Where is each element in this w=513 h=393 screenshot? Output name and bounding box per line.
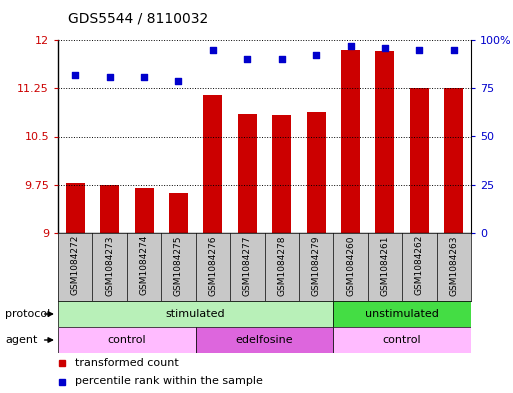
Text: GSM1084261: GSM1084261: [381, 235, 389, 296]
Text: GSM1084276: GSM1084276: [208, 235, 218, 296]
Text: GSM1084272: GSM1084272: [71, 235, 80, 296]
Bar: [134, 188, 153, 233]
Bar: [376, 51, 394, 233]
Point: [106, 73, 114, 80]
Bar: [58, 327, 195, 353]
Point: [71, 72, 80, 78]
Point: [312, 52, 320, 59]
Bar: [195, 327, 333, 353]
Text: protocol: protocol: [5, 309, 50, 319]
Text: percentile rank within the sample: percentile rank within the sample: [74, 376, 262, 386]
Point: [278, 56, 286, 62]
Text: GSM1084262: GSM1084262: [415, 235, 424, 296]
Text: control: control: [383, 335, 422, 345]
Point: [243, 56, 251, 62]
Bar: [238, 114, 256, 233]
Bar: [169, 193, 188, 233]
Bar: [58, 301, 333, 327]
Text: GSM1084273: GSM1084273: [105, 235, 114, 296]
Text: GDS5544 / 8110032: GDS5544 / 8110032: [68, 11, 208, 25]
Point: [346, 43, 354, 49]
Point: [450, 46, 458, 53]
Text: unstimulated: unstimulated: [365, 309, 439, 319]
Bar: [410, 88, 429, 233]
Text: edelfosine: edelfosine: [235, 335, 293, 345]
Bar: [333, 301, 471, 327]
Text: GSM1084279: GSM1084279: [311, 235, 321, 296]
Bar: [66, 183, 85, 233]
Text: GSM1084277: GSM1084277: [243, 235, 252, 296]
Text: agent: agent: [5, 335, 37, 345]
Bar: [272, 115, 291, 233]
Text: GSM1084263: GSM1084263: [449, 235, 458, 296]
Text: GSM1084260: GSM1084260: [346, 235, 355, 296]
Text: transformed count: transformed count: [74, 358, 179, 367]
Text: GSM1084274: GSM1084274: [140, 235, 149, 296]
Bar: [341, 50, 360, 233]
Text: GSM1084278: GSM1084278: [277, 235, 286, 296]
Point: [209, 46, 217, 53]
Text: control: control: [108, 335, 146, 345]
Text: GSM1084275: GSM1084275: [174, 235, 183, 296]
Bar: [100, 185, 119, 233]
Bar: [307, 112, 326, 233]
Text: stimulated: stimulated: [166, 309, 226, 319]
Point: [140, 73, 148, 80]
Bar: [444, 88, 463, 233]
Bar: [204, 95, 222, 233]
Point: [415, 46, 423, 53]
Point: [381, 44, 389, 51]
Bar: [333, 327, 471, 353]
Point: [174, 77, 183, 84]
